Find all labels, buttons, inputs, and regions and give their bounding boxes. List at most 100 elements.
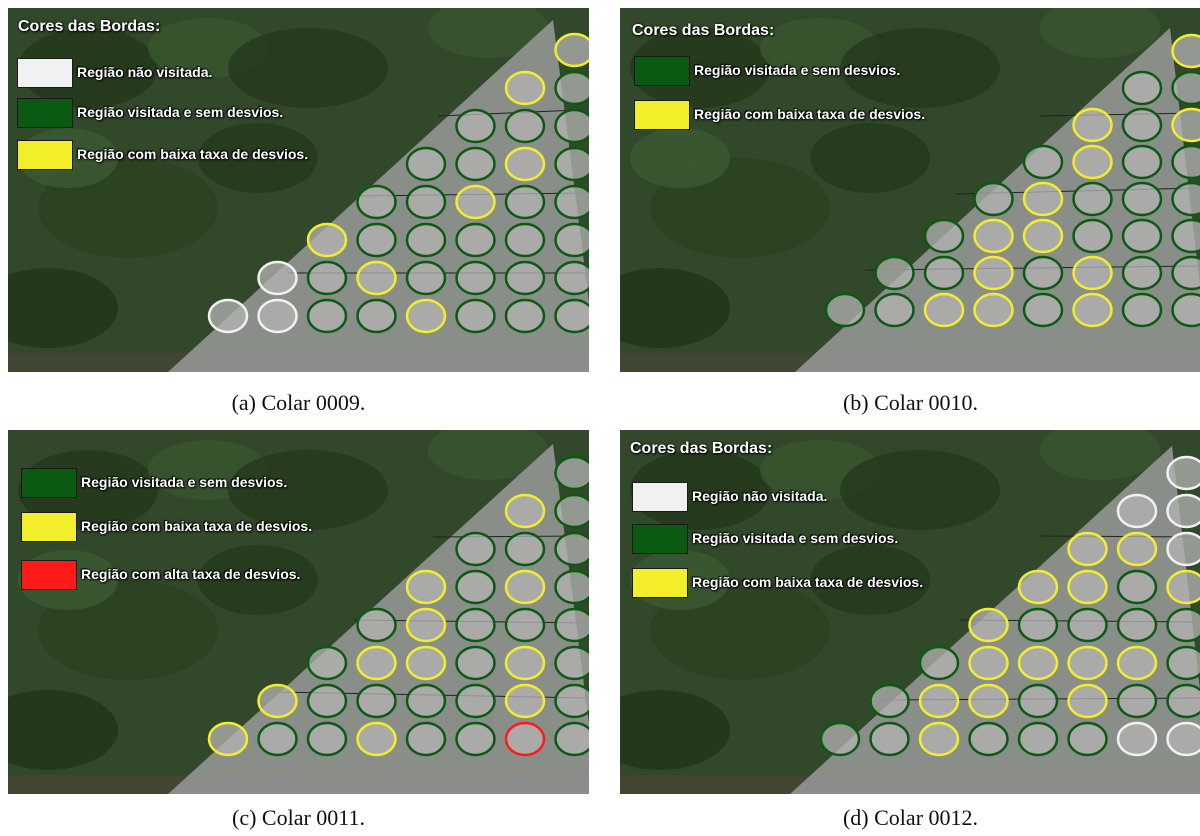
sample-circle-yellow [356, 721, 397, 757]
sample-circle-green [405, 721, 447, 757]
sample-circle-yellow [405, 645, 447, 681]
sample-circle-green [455, 683, 496, 719]
sample-circle-green [455, 645, 496, 681]
legend-swatch-yellow [17, 140, 73, 170]
sample-circle-white [257, 260, 298, 296]
sample-circle-green [504, 298, 546, 334]
legend-title: Cores das Bordas: [632, 22, 775, 39]
legend-swatch-green [17, 98, 73, 128]
sample-circle-green [869, 683, 910, 719]
aerial-image-panel-b [620, 8, 1200, 372]
caption-b: (b) Colar 0010. [842, 390, 979, 415]
sample-circle-yellow [918, 683, 960, 719]
sample-circle-yellow [1116, 531, 1158, 567]
panel-d: Cores das Bordas: Região não visitada. R… [620, 430, 1200, 794]
legend-swatch-green [634, 56, 690, 86]
sample-circle-green [1171, 144, 1200, 180]
sample-circle-green [1017, 721, 1059, 757]
sample-circle-green [405, 222, 447, 258]
sample-circle-yellow [1067, 531, 1108, 567]
sample-circle-green [405, 184, 447, 220]
sample-circle-white [1166, 721, 1200, 757]
sample-circle-green [1171, 255, 1200, 291]
sample-circle-green [257, 721, 298, 757]
sample-circle-yellow [1017, 645, 1059, 681]
legend-swatch-yellow [21, 512, 77, 542]
sample-circle-green [554, 455, 589, 491]
aerial-image-panel-c [8, 430, 589, 794]
sample-circle-green [554, 645, 589, 681]
legend-label: Região não visitada. [77, 64, 213, 80]
sample-circle-green [1072, 218, 1113, 254]
sample-circle-yellow [973, 218, 1014, 254]
sample-circle-yellow [968, 645, 1009, 681]
sample-circle-green [554, 260, 589, 296]
sample-circle-green [1166, 645, 1200, 681]
sample-circle-green [455, 607, 496, 643]
sample-circle-green [504, 531, 546, 567]
sample-circle-yellow [1166, 569, 1200, 605]
sample-circle-green [1121, 107, 1163, 143]
sample-circle-green [306, 645, 348, 681]
sample-circle-green [405, 260, 447, 296]
row-divider [1039, 535, 1196, 538]
sample-circle-yellow [923, 292, 965, 328]
sample-circle-green [1166, 683, 1200, 719]
sample-circle-green [554, 146, 589, 182]
sample-circle-yellow [1067, 645, 1108, 681]
sample-circle-green [356, 683, 397, 719]
legend-label: Região visitada e sem desvios. [77, 104, 284, 120]
sample-circle-yellow [504, 70, 546, 106]
legend-label: Região visitada e sem desvios. [692, 530, 899, 546]
sample-circle-green [554, 493, 589, 529]
sample-circle-yellow [504, 683, 546, 719]
sample-circle-green [554, 70, 589, 106]
sample-circle-yellow [306, 222, 348, 258]
sample-circle-green [455, 260, 496, 296]
sample-circle-green [455, 146, 496, 182]
sample-circle-green [455, 569, 496, 605]
sample-circle-green [405, 683, 447, 719]
vegetation-patch [198, 545, 318, 615]
sample-circle-green [824, 292, 866, 328]
sample-circle-green [1017, 607, 1059, 643]
sample-circle-yellow [1171, 33, 1200, 69]
sample-circle-green [356, 222, 397, 258]
legend-label: Região não visitada. [692, 488, 828, 504]
sample-circle-green [455, 298, 496, 334]
sample-circle-green [504, 184, 546, 220]
sample-circle-yellow [207, 721, 249, 757]
sample-circle-green [455, 108, 496, 144]
sample-circle-green [1166, 607, 1200, 643]
vegetation-patch [630, 28, 770, 108]
sample-circle-green [356, 607, 397, 643]
sample-circle-green [554, 222, 589, 258]
sample-circle-white [1166, 493, 1200, 529]
sample-circle-green [918, 645, 960, 681]
sample-circle-green [874, 292, 915, 328]
caption-a: (a) Colar 0009. [231, 390, 366, 415]
sample-circle-yellow [356, 260, 397, 296]
vegetation-patch [228, 28, 388, 108]
row-divider [1039, 112, 1196, 117]
vegetation-patch [8, 268, 118, 348]
sample-circle-yellow [968, 683, 1009, 719]
sample-circle-green [869, 721, 910, 757]
vegetation-patch [630, 128, 730, 188]
legend-label: Região com baixa taxa de desvios. [77, 146, 309, 162]
sample-circle-yellow [1017, 569, 1059, 605]
sample-circle-yellow [1067, 683, 1108, 719]
sample-circle-yellow [405, 569, 447, 605]
sample-circle-green [504, 222, 546, 258]
sample-circle-green [1116, 683, 1158, 719]
sample-circle-green [306, 260, 348, 296]
sample-circle-green [455, 222, 496, 258]
vegetation-patch [840, 28, 1000, 108]
sample-circle-green [1171, 218, 1200, 254]
vegetation-patch [428, 430, 548, 480]
sample-circle-yellow [1067, 569, 1108, 605]
sample-circle-white [207, 298, 249, 334]
sample-circle-yellow [504, 493, 546, 529]
vegetation-patch [18, 28, 158, 108]
sample-circle-yellow [1116, 645, 1158, 681]
